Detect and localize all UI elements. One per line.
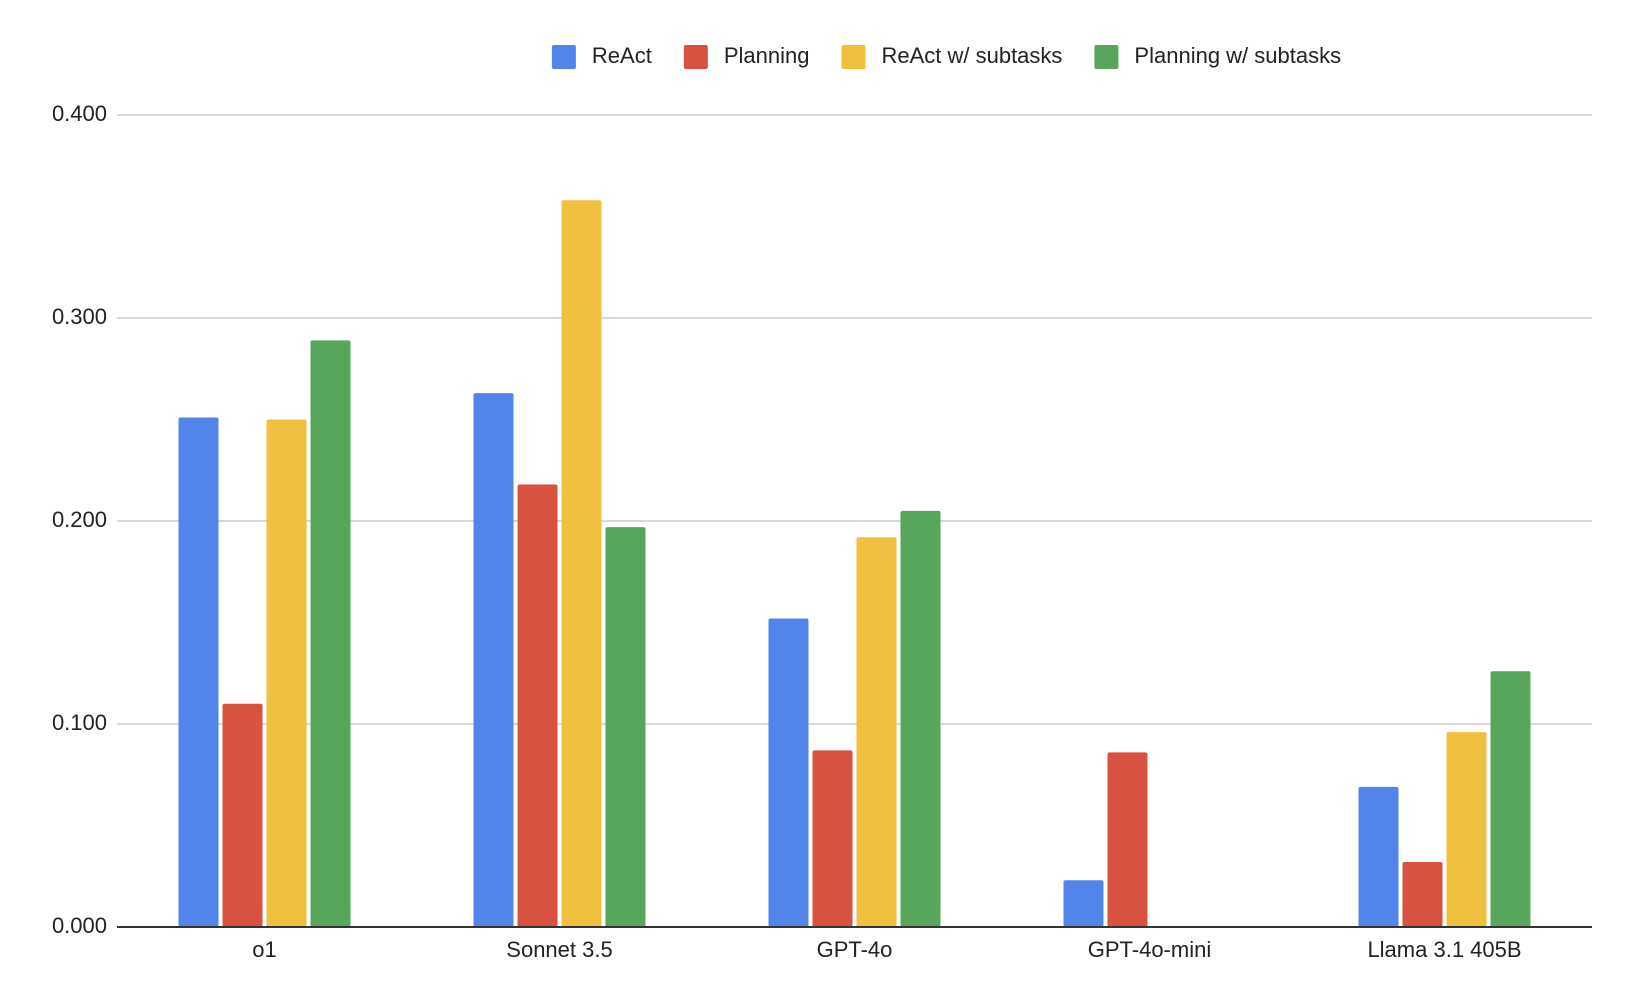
- legend-label: ReAct: [592, 43, 652, 68]
- bar: [1107, 752, 1148, 927]
- bar: [1063, 880, 1104, 927]
- legend-swatch: [551, 45, 576, 69]
- bar: [473, 393, 514, 927]
- legend-label: Planning: [724, 43, 810, 68]
- legend-swatch: [683, 45, 708, 69]
- bar: [605, 527, 646, 927]
- bar: [266, 419, 307, 927]
- bar: [178, 417, 219, 927]
- bar: [900, 510, 941, 927]
- bar: [222, 703, 263, 927]
- y-tick-label: 0.100: [52, 710, 107, 735]
- y-tick-label: 0.300: [52, 304, 107, 329]
- bar: [310, 340, 351, 928]
- bar: [1358, 786, 1399, 927]
- bar: [856, 537, 897, 927]
- y-tick-label: 0.400: [52, 101, 107, 126]
- bar: [1402, 862, 1443, 927]
- x-tick-label: GPT-4o: [817, 937, 893, 962]
- bar: [561, 200, 602, 927]
- bar: [517, 484, 558, 927]
- legend-swatch: [1094, 45, 1119, 69]
- bar: [1446, 732, 1487, 927]
- bar: [768, 618, 809, 927]
- legend-label: Planning w/ subtasks: [1134, 43, 1341, 68]
- legend-label: ReAct w/ subtasks: [881, 43, 1062, 68]
- legend-swatch: [841, 45, 866, 69]
- x-tick-label: GPT-4o-mini: [1088, 937, 1211, 962]
- x-tick-label: Llama 3.1 405B: [1367, 937, 1521, 962]
- x-tick-label: o1: [252, 937, 276, 962]
- y-tick-label: 0.200: [52, 507, 107, 532]
- bar: [1490, 671, 1531, 927]
- bar: [812, 750, 853, 927]
- y-tick-label: 0.000: [52, 913, 107, 938]
- x-tick-label: Sonnet 3.5: [506, 937, 612, 962]
